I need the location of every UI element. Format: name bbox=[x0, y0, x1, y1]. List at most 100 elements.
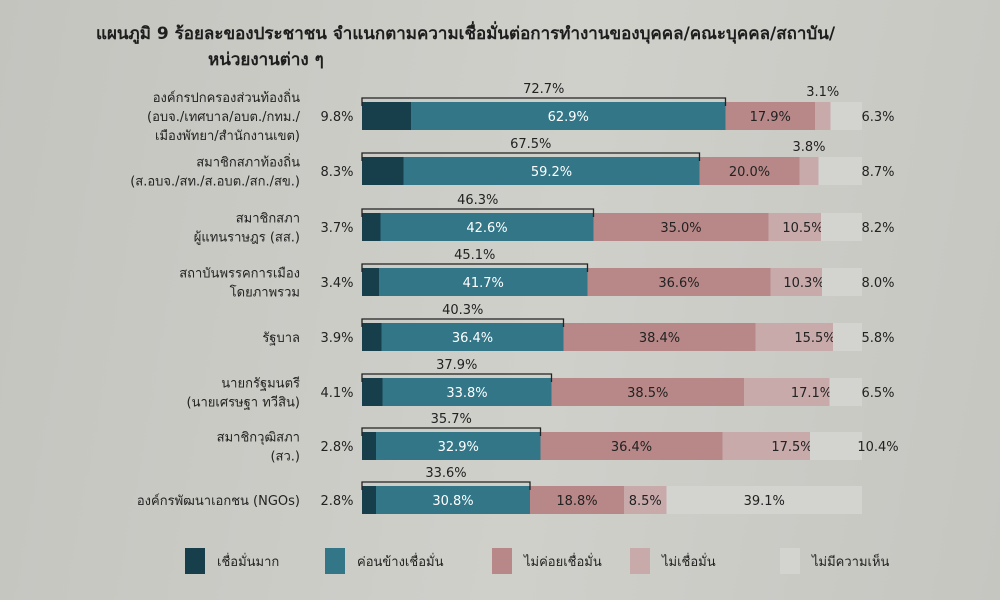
data-label: 32.9% bbox=[438, 440, 479, 455]
category-label: สมาชิกสภา bbox=[236, 212, 300, 227]
legend-label: ไม่มีความเห็น bbox=[812, 554, 890, 570]
total-label: 67.5% bbox=[510, 137, 551, 152]
bar-segment bbox=[381, 323, 564, 351]
bar-segment bbox=[362, 157, 404, 185]
category-label: นายกรัฐมนตรี bbox=[221, 376, 300, 392]
bar-segment bbox=[699, 157, 800, 185]
bar-segment bbox=[362, 432, 376, 460]
data-label: 36.4% bbox=[611, 440, 652, 455]
legend-label: ไม่เชื่อมั่น bbox=[662, 554, 716, 570]
bar-segment bbox=[755, 323, 833, 351]
data-label: 10.3% bbox=[783, 276, 824, 291]
bar-segment bbox=[722, 432, 810, 460]
bar-segment bbox=[833, 323, 862, 351]
data-label: 38.5% bbox=[627, 386, 668, 401]
bar-segment bbox=[362, 102, 411, 130]
data-label: 30.8% bbox=[432, 494, 473, 509]
data-label: 6.3% bbox=[861, 110, 894, 125]
chart-title-line2: หน่วยงานต่าง ๆ bbox=[208, 50, 324, 70]
data-label: 41.7% bbox=[463, 276, 504, 291]
legend-label: ไม่ค่อยเชื่อมั่น bbox=[524, 554, 602, 570]
data-label: 3.4% bbox=[320, 276, 353, 291]
bar-segment bbox=[587, 268, 771, 296]
category-label: สถาบันพรรคการเมือง bbox=[179, 266, 300, 282]
category-label: องค์กรปกครองส่วนท้องถิ่น bbox=[153, 89, 300, 106]
data-label: 8.3% bbox=[320, 165, 353, 180]
total-label: 33.6% bbox=[425, 466, 466, 481]
total-bracket bbox=[361, 263, 589, 272]
total-bracket bbox=[361, 427, 542, 436]
bar-segment bbox=[382, 378, 552, 406]
data-label: 8.7% bbox=[861, 165, 894, 180]
category-label: (สว.) bbox=[270, 450, 300, 465]
data-label: 38.4% bbox=[639, 331, 680, 346]
bar-segment bbox=[829, 378, 862, 406]
data-label: 59.2% bbox=[531, 165, 572, 180]
data-label: 33.8% bbox=[446, 386, 487, 401]
total-label: 35.7% bbox=[431, 412, 472, 427]
bar-segment bbox=[818, 157, 862, 185]
category-label: สมาชิกสภาท้องถิ่น bbox=[196, 154, 300, 171]
data-label: 2.8% bbox=[320, 440, 353, 455]
data-label: 42.6% bbox=[466, 221, 507, 236]
legend-item: ไม่ค่อยเชื่อมั่น bbox=[492, 548, 602, 574]
total-label: 46.3% bbox=[457, 193, 498, 208]
total-bracket bbox=[361, 481, 531, 490]
category-label: เมืองพัทยา/สำนักงานเขต) bbox=[155, 128, 300, 144]
bar-segment bbox=[799, 157, 819, 185]
bar-segment bbox=[624, 486, 667, 514]
total-bracket bbox=[361, 318, 565, 327]
data-label: 17.5% bbox=[771, 440, 812, 455]
category-label: (ส.อบจ./สท./ส.อบต./สก./สข.) bbox=[130, 175, 300, 190]
bar-segment bbox=[362, 213, 381, 241]
legend-item: ไม่มีความเห็น bbox=[780, 548, 889, 574]
bar-segment bbox=[376, 486, 530, 514]
data-label: 36.4% bbox=[452, 331, 493, 346]
legend-swatch bbox=[780, 548, 800, 574]
legend-swatch bbox=[492, 548, 512, 574]
bar-segment bbox=[379, 268, 588, 296]
bar-segment bbox=[821, 213, 862, 241]
bar-segment bbox=[362, 486, 376, 514]
data-label: 8.2% bbox=[861, 221, 894, 236]
data-label: 36.6% bbox=[658, 276, 699, 291]
bar-segment bbox=[770, 268, 822, 296]
category-label: องค์กรพัฒนาเอกชน (NGOs) bbox=[137, 493, 300, 509]
data-label: 3.1% bbox=[806, 85, 839, 100]
bar-segment bbox=[376, 432, 541, 460]
bar-segment bbox=[830, 102, 862, 130]
data-label: 10.5% bbox=[782, 221, 823, 236]
total-label: 72.7% bbox=[523, 82, 564, 97]
legend-swatch bbox=[185, 548, 205, 574]
chart-title: แผนภูมิ 9 ร้อยละของประชาชน จำแนกตามความเ… bbox=[96, 24, 836, 44]
bar-segment bbox=[810, 432, 862, 460]
legend-item: เชื่อมั่นมาก bbox=[185, 548, 279, 574]
bar-segment bbox=[362, 323, 382, 351]
legend-swatch bbox=[630, 548, 650, 574]
legend-label: เชื่อมั่นมาก bbox=[217, 554, 280, 570]
data-label: 2.8% bbox=[320, 494, 353, 509]
category-label: โดยภาพรวม bbox=[230, 285, 300, 301]
category-label: (นายเศรษฐา ทวีสิน) bbox=[187, 395, 301, 411]
bar-segment bbox=[362, 268, 379, 296]
bar-segment bbox=[815, 102, 831, 130]
total-bracket bbox=[361, 208, 595, 217]
bar-segment bbox=[540, 432, 723, 460]
data-label: 8.5% bbox=[629, 494, 662, 509]
bar-segment bbox=[725, 102, 815, 130]
data-label: 18.8% bbox=[556, 494, 597, 509]
bar-segment bbox=[822, 268, 862, 296]
total-label: 37.9% bbox=[436, 358, 477, 373]
legend-label: ค่อนข้างเชื่อมั่น bbox=[357, 554, 444, 570]
data-label: 8.0% bbox=[861, 276, 894, 291]
bar-segment bbox=[768, 213, 821, 241]
data-label: 3.7% bbox=[320, 221, 353, 236]
total-bracket bbox=[361, 373, 553, 382]
data-label: 9.8% bbox=[320, 110, 353, 125]
bar-segment bbox=[362, 378, 383, 406]
data-label: 35.0% bbox=[660, 221, 701, 236]
category-label: สมาชิกวุฒิสภา bbox=[217, 431, 300, 446]
bar-segment bbox=[744, 378, 830, 406]
legend-item: ไม่เชื่อมั่น bbox=[630, 548, 716, 574]
data-label: 10.4% bbox=[857, 440, 898, 455]
